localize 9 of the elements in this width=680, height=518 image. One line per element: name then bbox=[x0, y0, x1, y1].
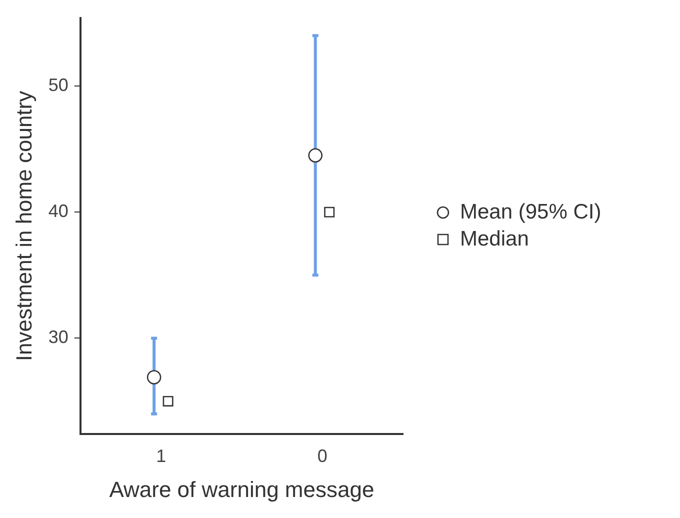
x-tick-label: 1 bbox=[156, 446, 166, 466]
y-tick-label: 40 bbox=[48, 201, 68, 222]
y-tick-label: 50 bbox=[48, 75, 68, 96]
y-axis-title: Investment in home country bbox=[11, 90, 36, 362]
x-tick-label: 0 bbox=[317, 446, 328, 466]
y-tick-label: 30 bbox=[48, 327, 68, 348]
x-axis-title: Aware of warning message bbox=[109, 476, 374, 502]
legend-label: Mean (95% CI) bbox=[460, 200, 602, 224]
legend-label: Median bbox=[460, 227, 529, 250]
